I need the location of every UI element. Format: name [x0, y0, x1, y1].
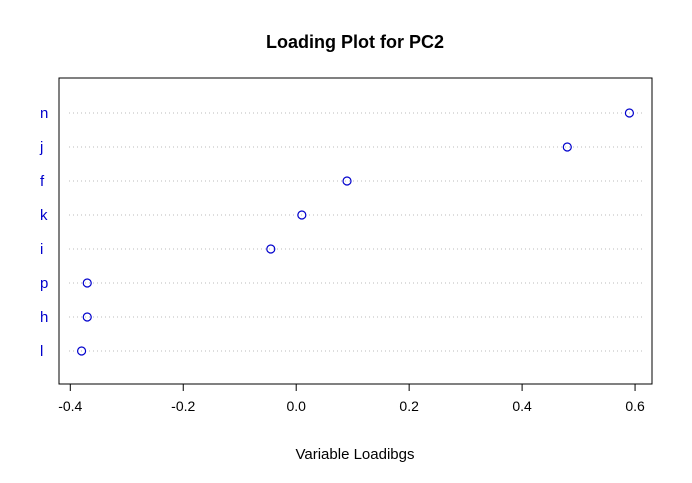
point-p	[82, 278, 92, 288]
plot-frame	[58, 77, 653, 385]
point-l	[76, 346, 87, 356]
x-tick-label: 0.0	[286, 398, 306, 414]
x-tick-label: 0.2	[399, 398, 419, 414]
point-n	[624, 108, 635, 118]
point-j	[562, 142, 572, 152]
category-label-n: n	[40, 105, 48, 122]
grid-layer	[69, 112, 642, 352]
point-h	[82, 312, 92, 322]
category-label-j: j	[39, 139, 43, 156]
x-axis-label: Variable Loadibgs	[296, 446, 415, 463]
category-label-f: f	[40, 173, 45, 190]
x-tick-label: 0.4	[512, 398, 532, 414]
category-label-h: h	[40, 309, 48, 326]
x-tick-label: 0.6	[625, 398, 645, 414]
category-label-p: p	[40, 275, 48, 292]
category-label-i: i	[40, 241, 43, 258]
x-axis: -0.4 -0.2 0.0 0.2 0.4 0.6	[58, 383, 645, 414]
category-label-l: l	[40, 343, 43, 360]
data-points	[76, 108, 635, 356]
point-k	[297, 210, 307, 220]
point-f	[342, 176, 352, 186]
x-tick-label: -0.4	[58, 398, 82, 414]
point-i	[266, 244, 276, 254]
chart-title: Loading Plot for PC2	[266, 32, 444, 52]
category-label-k: k	[40, 207, 48, 224]
x-tick-label: -0.2	[171, 398, 195, 414]
